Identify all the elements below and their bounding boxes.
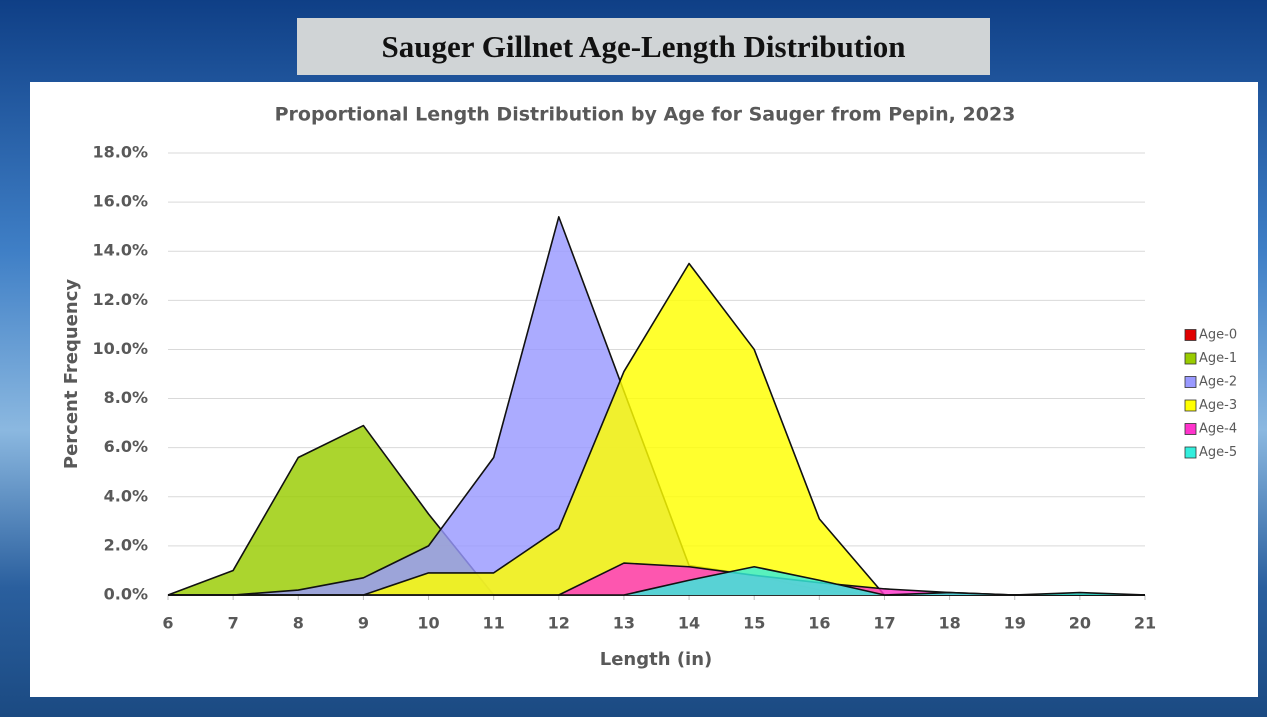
legend-label: Age-1 (1199, 351, 1237, 366)
legend-swatch (1185, 330, 1196, 341)
legend-swatch (1185, 353, 1196, 364)
y-tick-label: 12.0% (92, 290, 148, 309)
legend-label: Age-4 (1199, 422, 1237, 437)
y-tick-label: 0.0% (104, 585, 148, 604)
legend-label: Age-0 (1199, 328, 1237, 343)
x-tick-label: 18 (938, 614, 960, 633)
x-tick-label: 17 (873, 614, 895, 633)
legend-swatch (1185, 447, 1196, 458)
y-tick-label: 10.0% (92, 339, 148, 358)
legend-swatch (1185, 377, 1196, 388)
chart: Proportional Length Distribution by Age … (0, 0, 1267, 717)
x-tick-label: 16 (808, 614, 830, 633)
x-tick-label: 12 (548, 614, 570, 633)
x-tick-label: 13 (613, 614, 635, 633)
y-tick-label: 16.0% (92, 192, 148, 211)
x-axis-label: Length (in) (600, 649, 713, 670)
x-tick-label: 20 (1069, 614, 1091, 633)
legend-swatch (1185, 400, 1196, 411)
legend-label: Age-3 (1199, 398, 1237, 413)
x-tick-label: 10 (417, 614, 439, 633)
legend-swatch (1185, 424, 1196, 435)
x-tick-label: 19 (1004, 614, 1026, 633)
chart-title: Proportional Length Distribution by Age … (275, 104, 1016, 126)
page: {"slide_title": "Sauger Gillnet Age-Leng… (0, 0, 1267, 717)
y-tick-label: 2.0% (104, 535, 148, 554)
y-tick-label: 18.0% (92, 143, 148, 162)
x-tick-label: 15 (743, 614, 765, 633)
x-tick-label: 14 (678, 614, 700, 633)
x-tick-label: 7 (228, 614, 239, 633)
x-tick-label: 6 (162, 614, 173, 633)
legend-label: Age-2 (1199, 375, 1237, 390)
x-tick-label: 9 (358, 614, 369, 633)
y-tick-label: 4.0% (104, 486, 148, 505)
x-tick-label: 11 (483, 614, 505, 633)
y-tick-label: 8.0% (104, 388, 148, 407)
y-tick-label: 14.0% (92, 241, 148, 260)
y-axis-label: Percent Frequency (61, 279, 82, 469)
x-tick-label: 21 (1134, 614, 1156, 633)
x-tick-label: 8 (293, 614, 304, 633)
legend-label: Age-5 (1199, 445, 1237, 460)
y-tick-label: 6.0% (104, 437, 148, 456)
